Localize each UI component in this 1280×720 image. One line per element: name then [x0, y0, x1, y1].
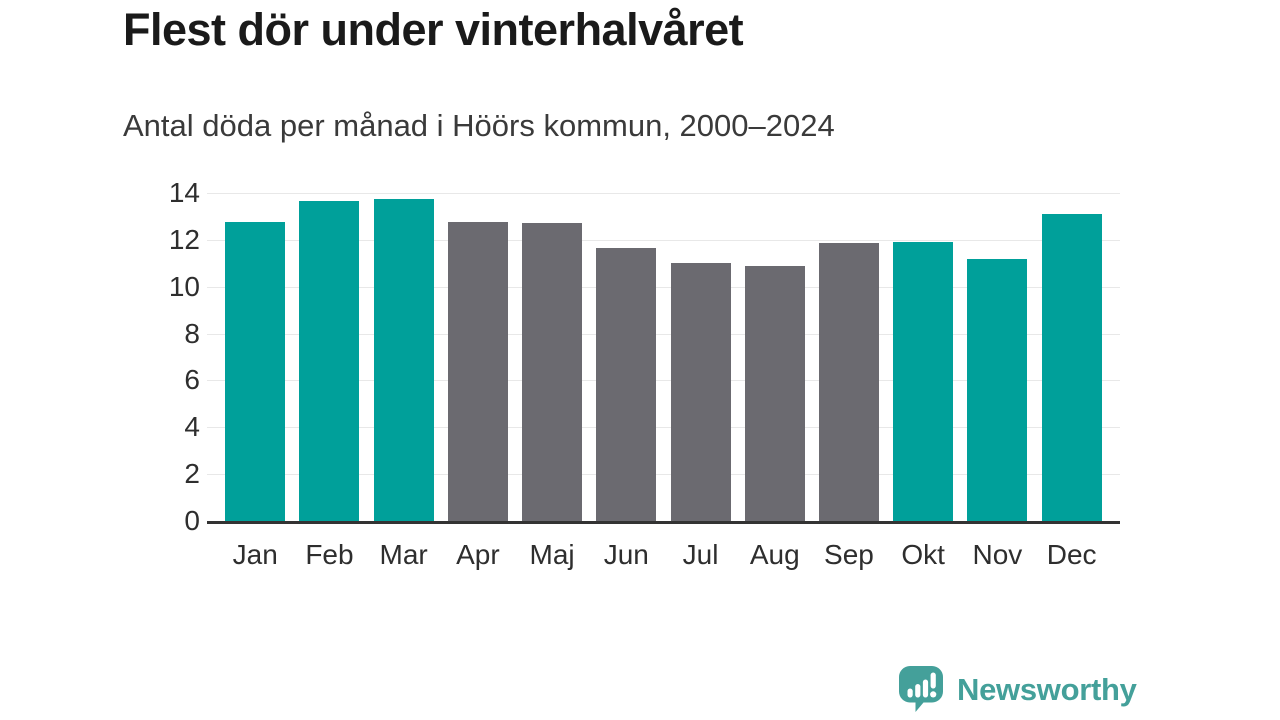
gridline	[207, 427, 1120, 429]
bar-cell: Apr	[447, 193, 508, 569]
mini-bar-3	[922, 679, 929, 698]
chart-subtitle: Antal döda per månad i Höörs kommun, 200…	[123, 108, 835, 143]
gridline	[207, 474, 1120, 476]
y-tick-label: 14	[168, 177, 200, 208]
x-tick-label: Dec	[1046, 539, 1097, 570]
gridline	[207, 380, 1120, 382]
x-tick-label: Apr	[456, 539, 500, 570]
y-tick-label: 8	[184, 317, 200, 349]
x-tick-label: Sep	[824, 539, 874, 570]
gridline	[207, 193, 1120, 194]
bar-dec	[1041, 214, 1102, 521]
x-tick-label: Aug	[749, 539, 800, 570]
y-tick-label: 2	[184, 458, 200, 490]
bar-cell: Dec	[1041, 193, 1102, 569]
x-tick-label: Jul	[682, 539, 719, 570]
y-tick-label: 12	[168, 223, 200, 255]
x-tick-label: Feb	[305, 539, 354, 570]
bar-sep	[818, 243, 879, 521]
newsworthy-logo: Newsworthy	[897, 664, 1137, 714]
gridline	[207, 333, 1120, 335]
bar-maj	[522, 223, 583, 521]
x-tick-label: Jan	[232, 539, 278, 570]
y-axis: 0 2 4 6 8 10 12 14	[110, 179, 200, 535]
gridline	[207, 286, 1120, 288]
x-tick-label: Nov	[972, 539, 1023, 570]
plot-area: Jan Feb Mar Apr Maj Jun Jul Aug Sep Okt Nov Dec	[207, 193, 1120, 569]
bar-nov	[967, 258, 1028, 521]
bar-mar	[373, 198, 434, 521]
gridlines	[207, 193, 1120, 521]
x-tick-label: Mar	[379, 539, 428, 570]
bar-cell: Jun	[596, 193, 657, 569]
bar-cell: Sep	[818, 193, 879, 569]
bar-series: Jan Feb Mar Apr Maj Jun Jul Aug Sep Okt Nov Dec	[207, 193, 1120, 569]
x-tick-label: Maj	[529, 539, 575, 570]
bar-aug	[744, 265, 805, 521]
speech-bubble-shape	[899, 666, 943, 712]
mini-bar-2	[915, 684, 921, 698]
bar-apr	[447, 222, 508, 521]
bar-cell: Jul	[670, 193, 731, 569]
y-tick-label: 10	[168, 270, 200, 302]
bar-jan	[225, 222, 286, 521]
exclamation-bar	[930, 672, 936, 689]
mini-bar-1	[907, 688, 913, 698]
exclamation-dot	[930, 691, 937, 698]
bar-jun	[596, 248, 657, 521]
bar-cell: Okt	[893, 193, 954, 569]
chart-title: Flest dör under vinterhalvåret	[123, 4, 744, 55]
y-tick-label: 4	[184, 411, 200, 443]
bar-jul	[670, 263, 731, 521]
bar-cell: Mar	[373, 193, 434, 569]
y-tick-label: 0	[184, 505, 200, 536]
bar-cell: Aug	[744, 193, 805, 569]
bar-cell: Jan	[225, 193, 286, 569]
newsworthy-bubble-chart-icon	[899, 666, 943, 712]
x-tick-label: Okt	[901, 539, 945, 570]
gridline	[207, 239, 1120, 241]
bar-cell: Maj	[522, 193, 583, 569]
bar-okt	[893, 242, 954, 521]
bar-feb	[299, 201, 360, 521]
y-tick-label: 6	[184, 364, 200, 396]
newsworthy-wordmark: Newsworthy	[957, 672, 1137, 707]
bar-cell: Nov	[967, 193, 1028, 569]
bar-cell: Feb	[299, 193, 360, 569]
x-tick-label: Jun	[603, 539, 649, 570]
